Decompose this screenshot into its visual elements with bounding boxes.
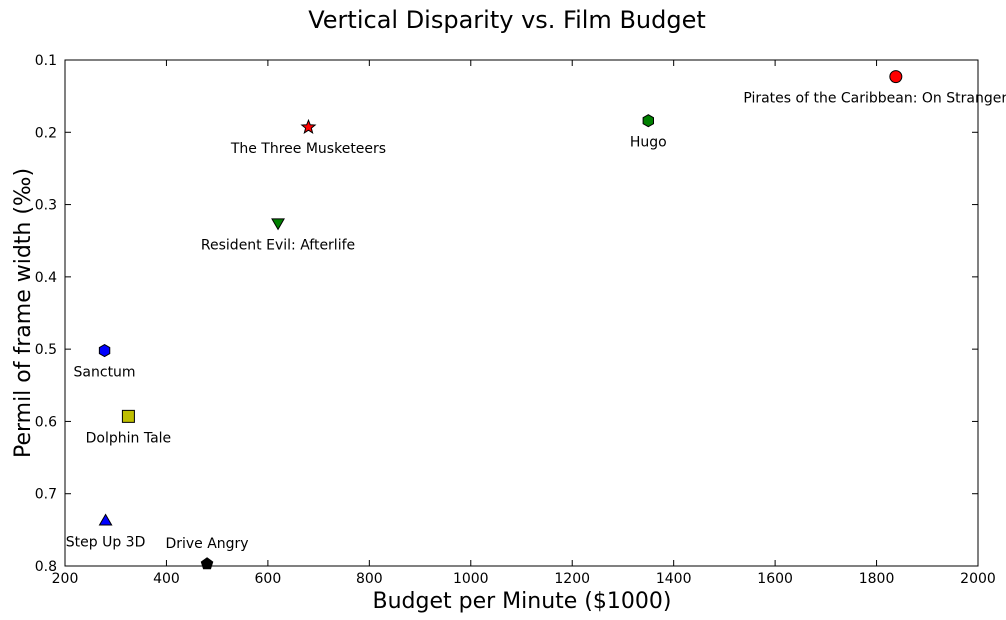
y-tick-label: 0.4: [35, 270, 57, 286]
y-tick-label: 0.2: [35, 125, 57, 141]
x-tick-label: 1200: [554, 571, 590, 587]
data-point-label: Step Up 3D: [66, 534, 146, 550]
x-tick-label: 600: [255, 571, 282, 587]
data-point-marker: [889, 70, 903, 84]
y-tick-label: 0.5: [35, 342, 57, 358]
chart-title: Vertical Disparity vs. Film Budget: [308, 6, 706, 34]
x-tick-label: 400: [153, 571, 180, 587]
data-point-marker: [642, 114, 654, 128]
y-tick-label: 0.1: [35, 53, 57, 69]
data-point-marker: [98, 344, 111, 358]
y-tick-label: 0.3: [35, 198, 57, 214]
x-tick-label: 1800: [859, 571, 895, 587]
data-point-marker: [271, 218, 285, 231]
x-axis-title: Budget per Minute ($1000): [373, 589, 672, 614]
y-tick-label: 0.7: [35, 487, 57, 503]
data-point-label: Resident Evil: Afterlife: [201, 237, 355, 253]
y-axis-title: Permil of frame width (‰): [11, 168, 36, 458]
data-point-label: Drive Angry: [165, 536, 248, 552]
x-tick-label: 1400: [656, 571, 692, 587]
data-point-marker: [98, 513, 113, 526]
data-point-label: Pirates of the Caribbean: On Stranger Ti…: [743, 91, 1006, 107]
data-point-label: Hugo: [630, 135, 667, 151]
data-points: Pirates of the Caribbean: On Stranger Ti…: [66, 70, 1006, 570]
axis-ticks: 200 400 600 800 1000 1200 1400 1600 1800 2000 0.1 0…: [35, 53, 996, 587]
y-tick-label: 0.6: [35, 414, 57, 430]
data-point-label: Sanctum: [74, 365, 136, 381]
y-tick-label: 0.8: [35, 559, 57, 575]
data-point-label: Dolphin Tale: [86, 430, 172, 446]
x-tick-label: 1600: [757, 571, 793, 587]
x-tick-label: 200: [52, 571, 79, 587]
plot-frame: [64, 59, 979, 567]
data-point-marker: [300, 118, 317, 135]
x-tick-label: 800: [356, 571, 383, 587]
x-tick-label: 2000: [960, 571, 996, 587]
data-point-marker: [200, 557, 214, 570]
data-point-label: The Three Musketeers: [230, 141, 386, 157]
x-tick-label: 1000: [453, 571, 489, 587]
data-point-marker: [121, 409, 135, 423]
